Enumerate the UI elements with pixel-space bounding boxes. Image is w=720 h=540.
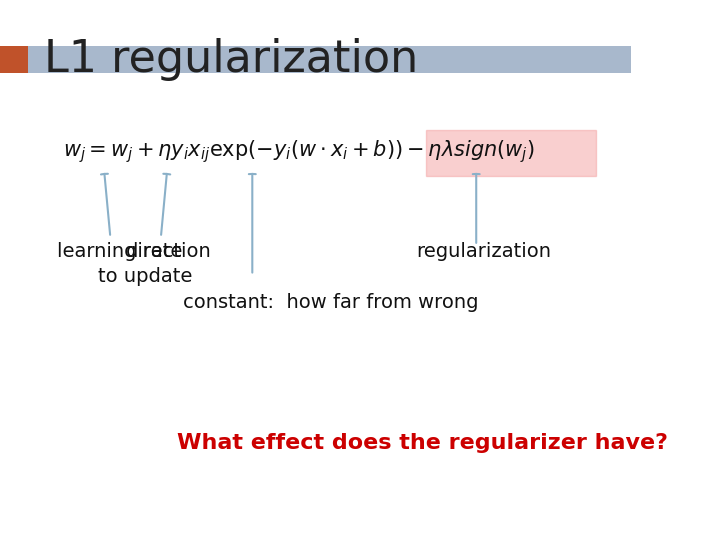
Text: to update: to update	[98, 267, 192, 286]
Text: learning rate: learning rate	[57, 241, 182, 261]
Text: direction: direction	[126, 241, 212, 261]
FancyBboxPatch shape	[426, 130, 596, 176]
Text: What effect does the regularizer have?: What effect does the regularizer have?	[176, 433, 667, 453]
Text: constant:  how far from wrong: constant: how far from wrong	[183, 293, 478, 312]
Text: regularization: regularization	[416, 241, 552, 261]
Text: L1 regularization: L1 regularization	[44, 38, 418, 81]
Text: $w_j = w_j + \eta y_i x_{ij} \exp(-y_i(w \cdot x_i + b)) - \eta\lambda\mathit{si: $w_j = w_j + \eta y_i x_{ij} \exp(-y_i(w…	[63, 138, 535, 165]
FancyBboxPatch shape	[0, 46, 631, 73]
FancyBboxPatch shape	[0, 46, 28, 73]
